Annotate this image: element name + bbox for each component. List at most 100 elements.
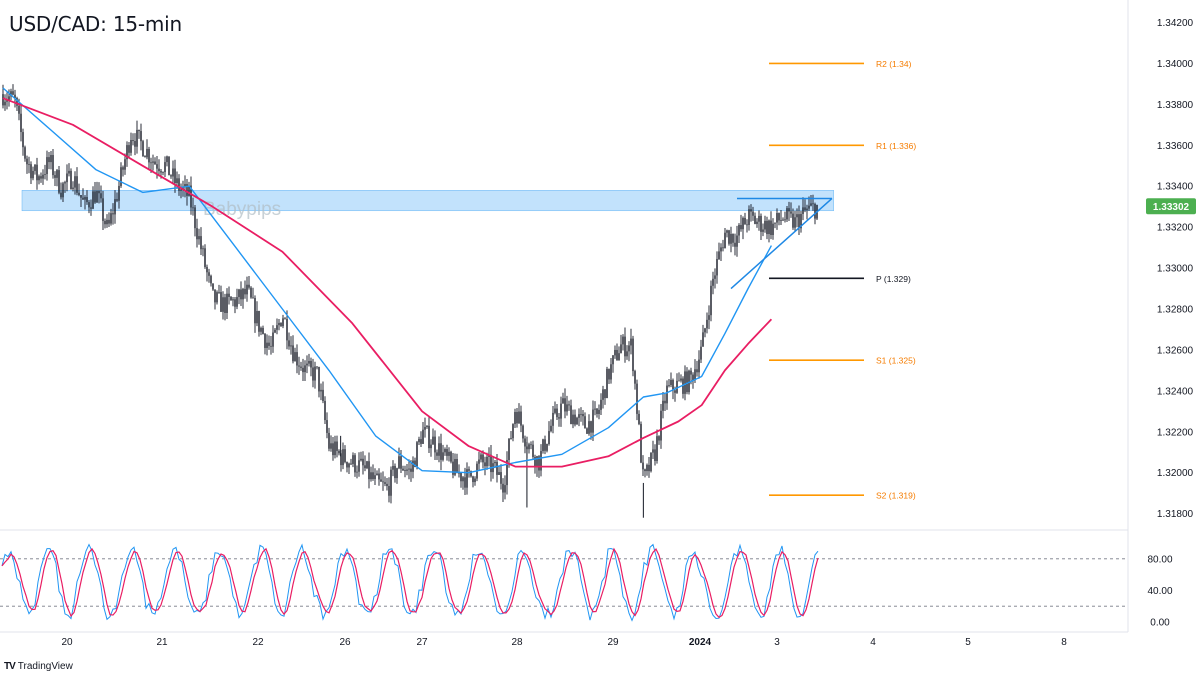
candle-body xyxy=(528,444,530,450)
candle-body xyxy=(430,444,432,449)
candle-body xyxy=(554,408,556,413)
candle-body xyxy=(406,469,408,471)
candle-body xyxy=(92,191,94,209)
level-label-s1: S1 (1.325) xyxy=(876,356,916,366)
branding[interactable]: TV TradingView xyxy=(4,661,73,672)
candle-body xyxy=(214,289,216,303)
candle-body xyxy=(598,409,600,414)
candle-body xyxy=(256,311,258,324)
candle-body xyxy=(298,365,300,367)
candle-body xyxy=(672,379,674,391)
candle-body xyxy=(640,423,642,463)
candle-body xyxy=(46,157,48,175)
candle-body xyxy=(462,477,464,482)
candle-body xyxy=(724,232,726,249)
candle-body xyxy=(18,105,20,114)
candle-body xyxy=(382,481,384,483)
candle-body xyxy=(258,311,260,332)
candle-body xyxy=(28,164,30,165)
candle-body xyxy=(158,168,160,172)
candle-body xyxy=(180,189,182,191)
candle-body xyxy=(458,472,460,474)
candle-body xyxy=(542,439,544,452)
candle-body xyxy=(736,235,738,247)
candle-body xyxy=(358,460,360,472)
candle-body xyxy=(190,185,192,208)
candle-body xyxy=(482,454,484,463)
candle-body xyxy=(436,452,438,456)
candle-body xyxy=(700,346,702,360)
candle-body xyxy=(104,220,106,225)
candle-body xyxy=(618,353,620,360)
candle-body xyxy=(574,414,576,425)
candle-body xyxy=(426,425,428,427)
x-tick-label: 2024 xyxy=(689,637,712,648)
y-tick-label: 1.33800 xyxy=(1157,100,1194,111)
candle-body xyxy=(114,199,116,215)
candle-body xyxy=(100,193,102,199)
candle-body xyxy=(308,360,310,364)
candle-body xyxy=(496,461,498,475)
triangle-bottom-line xyxy=(730,197,833,290)
candle-body xyxy=(646,464,648,472)
candle-body xyxy=(704,328,706,333)
candle-body xyxy=(236,297,238,307)
candle-body xyxy=(520,411,522,426)
y-tick-label: 1.31800 xyxy=(1157,509,1194,520)
candle-body xyxy=(634,371,636,384)
candle-body xyxy=(532,444,534,457)
x-tick-label: 27 xyxy=(416,637,428,648)
candle-body xyxy=(290,345,292,347)
candle-body xyxy=(370,472,372,480)
candles xyxy=(2,84,818,518)
candle-body xyxy=(156,164,158,169)
candle-body xyxy=(384,482,386,484)
candle-body xyxy=(56,170,58,178)
candle-body xyxy=(740,225,742,230)
candle-body xyxy=(576,417,578,425)
candle-body xyxy=(244,288,246,295)
candle-body xyxy=(160,171,162,173)
candle-body xyxy=(356,471,358,473)
candle-body xyxy=(58,170,60,193)
branding-text: TradingView xyxy=(17,661,73,672)
candle-body xyxy=(694,369,696,381)
candle-body xyxy=(608,368,610,380)
candle-body xyxy=(330,443,332,449)
candle-body xyxy=(154,161,156,165)
x-tick-label: 28 xyxy=(511,637,523,648)
candle-body xyxy=(268,342,270,346)
candle-body xyxy=(98,190,100,194)
candle-body xyxy=(262,327,264,334)
candle-body xyxy=(94,191,96,203)
candle-body xyxy=(456,458,458,474)
candle-body xyxy=(452,461,454,475)
candle-body xyxy=(212,283,214,290)
candle-body xyxy=(552,412,554,426)
y-tick-label: 1.34200 xyxy=(1157,18,1194,29)
candle-body xyxy=(468,469,470,471)
candle-body xyxy=(486,456,488,467)
candle-body xyxy=(20,113,22,133)
candle-body xyxy=(756,221,758,224)
candle-body xyxy=(122,167,124,170)
candle-body xyxy=(604,389,606,399)
candle-body xyxy=(310,360,312,368)
candle-body xyxy=(166,156,168,163)
candle-body xyxy=(374,475,376,479)
candle-body xyxy=(760,215,762,232)
candle-body xyxy=(326,420,328,433)
candle-body xyxy=(644,469,646,472)
candle-body xyxy=(128,145,130,153)
candle-body xyxy=(362,458,364,466)
candle-body xyxy=(630,338,632,346)
candle-body xyxy=(774,222,776,224)
candle-body xyxy=(2,94,4,106)
candle-body xyxy=(592,409,594,433)
candle-body xyxy=(34,164,36,171)
candle-body xyxy=(522,425,524,439)
candle-body xyxy=(150,162,152,164)
candle-body xyxy=(42,174,44,179)
